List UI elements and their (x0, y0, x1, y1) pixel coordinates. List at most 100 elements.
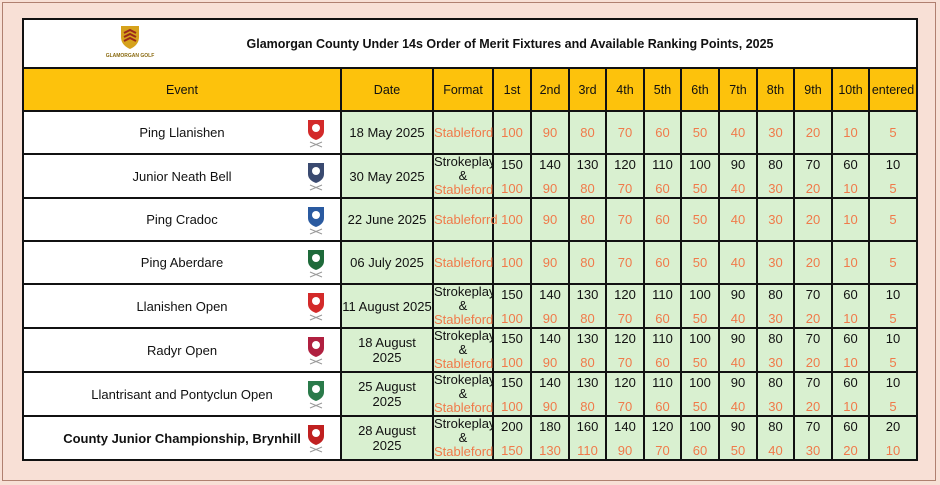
points-cell: 130 80 (568, 371, 607, 417)
strokeplay-points: 80 (768, 331, 783, 346)
points-cell: 10 5 (867, 283, 919, 329)
header-10th: 10th (831, 67, 870, 112)
event-name: Ping Llanishen (139, 125, 225, 140)
event-name: Radyr Open (146, 342, 218, 358)
points-cell: 60 10 (831, 283, 870, 329)
strokeplay-points: 110 (652, 375, 673, 390)
title-cell: GLAMORGAN GOLF Glamorgan County Under 14… (21, 18, 919, 69)
points-cell: 10 (831, 197, 870, 242)
logo-text: GLAMORGAN GOLF (105, 53, 155, 59)
strokeplay-points: 160 (576, 419, 599, 434)
strokeplay-points: 70 (805, 157, 821, 172)
header-1st: 1st (492, 67, 532, 112)
format-and: & (458, 342, 468, 357)
points-cell: 60 10 (831, 153, 870, 199)
strokeplay-points: 80 (768, 157, 783, 172)
points-cell: 90 50 (718, 415, 758, 461)
points-cell: 100 60 (680, 415, 720, 461)
brynhill-logo-icon (308, 425, 324, 453)
stableford-points: 30 (768, 399, 783, 414)
date-cell: 11 August 2025 (340, 283, 434, 329)
format-stableford: Stableford (434, 182, 494, 197)
stableford-points: 5 (889, 181, 897, 196)
llantrisant-crest-icon (308, 381, 324, 409)
strokeplay-points: 20 (885, 419, 901, 434)
stableford-points: 10 (885, 443, 901, 458)
points-cell: 60 (643, 197, 682, 242)
format-stableford: Stableford (434, 444, 494, 459)
stableford-points: 10 (843, 181, 858, 196)
table-row: Llantrisant and Pontyclun Open 25 August… (22, 371, 919, 417)
strokeplay-points: 120 (614, 287, 636, 302)
format-and: & (458, 386, 468, 401)
format-stableford: Stableford (434, 356, 494, 371)
header-format: Format (432, 67, 494, 112)
points-cell: 140 90 (530, 327, 570, 373)
format-cell: Stableford (432, 110, 494, 155)
stableford-points: 50 (692, 181, 708, 196)
points-cell: 100 (492, 197, 532, 242)
points-cell: 10 5 (867, 153, 919, 199)
format-stableford: Stableford (434, 312, 494, 327)
event-name: Junior Neath Bell (132, 168, 232, 184)
points-cell: 90 (530, 197, 570, 242)
strokeplay-points: 60 (843, 287, 858, 302)
points-cell: 140 90 (530, 371, 570, 417)
stableford-points: 50 (730, 443, 746, 458)
points-cell: 90 40 (718, 153, 758, 199)
points-cell: 100 50 (680, 371, 720, 417)
strokeplay-points: 110 (652, 331, 673, 346)
format-strokeplay: Strokeplay (434, 416, 496, 431)
header-entered: entered (867, 67, 919, 112)
strokeplay-points: 60 (843, 419, 858, 434)
header-date: Date (340, 67, 434, 112)
points-cell: 110 60 (643, 153, 682, 199)
stableford-points: 50 (692, 311, 708, 326)
cradoc-crest-icon (308, 206, 324, 234)
points-cell: 140 90 (530, 283, 570, 329)
points-cell: 60 10 (831, 327, 870, 373)
stableford-points: 110 (577, 443, 598, 458)
date-cell: 06 July 2025 (340, 240, 434, 285)
strokeplay-points: 100 (689, 157, 711, 172)
event-cell: Ping Llanishen (22, 110, 342, 155)
points-cell: 30 (756, 197, 795, 242)
header-2nd: 2nd (530, 67, 570, 112)
table-row: Ping Cradoc 22 June 2025 Stableforrd 100 90… (22, 197, 919, 242)
strokeplay-points: 10 (885, 375, 901, 390)
table-row: County Junior Championship, Brynhill 28 … (22, 415, 919, 461)
points-cell: 100 (492, 110, 532, 155)
strokeplay-points: 90 (730, 375, 746, 390)
strokeplay-points: 140 (539, 331, 561, 346)
strokeplay-points: 150 (501, 287, 523, 302)
points-cell: 5 (867, 110, 919, 155)
stableford-points: 40 (730, 355, 746, 370)
format-cell: Strokeplay & Stableford (432, 415, 496, 461)
table-row: Ping Llanishen 18 May 2025 Stableford 100 9… (22, 110, 919, 155)
strokeplay-points: 60 (843, 331, 858, 346)
strokeplay-points: 120 (614, 375, 636, 390)
format-strokeplay: Strokeplay (434, 328, 496, 343)
date-cell: 18 May 2025 (340, 110, 434, 155)
points-cell: 20 (793, 240, 833, 285)
format-and: & (458, 168, 468, 183)
strokeplay-points: 90 (730, 157, 746, 172)
stableford-points: 40 (768, 443, 783, 458)
format-and: & (458, 298, 468, 313)
points-cell: 60 20 (831, 415, 870, 461)
points-cell: 80 30 (756, 153, 795, 199)
points-cell: 180 130 (530, 415, 570, 461)
stableford-points: 100 (501, 355, 523, 370)
format-cell: Strokeplay & Stableford (432, 283, 495, 329)
strokeplay-points: 120 (614, 331, 636, 346)
points-cell: 120 70 (605, 283, 645, 329)
stableford-points: 50 (692, 399, 708, 414)
points-cell: 20 10 (867, 415, 919, 461)
points-cell: 140 90 (530, 153, 570, 199)
stableford-points: 90 (542, 311, 558, 326)
stableford-points: 130 (539, 443, 561, 458)
strokeplay-points: 80 (768, 419, 783, 434)
points-cell: 130 80 (568, 153, 607, 199)
points-cell: 150 100 (492, 371, 532, 417)
points-cell: 10 (831, 110, 870, 155)
